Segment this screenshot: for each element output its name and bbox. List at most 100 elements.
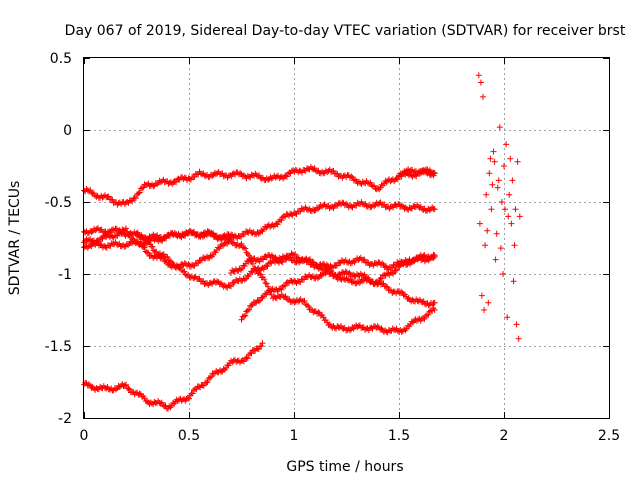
data-point	[378, 275, 385, 282]
data-point	[199, 171, 205, 178]
data-point	[135, 190, 142, 197]
data-point	[125, 242, 132, 249]
data-point	[426, 207, 433, 214]
data-point	[431, 299, 438, 306]
data-point	[431, 170, 438, 177]
x-tick-label: 1	[290, 428, 299, 444]
data-point	[260, 256, 267, 263]
x-tick-label: 2	[500, 428, 509, 444]
data-point	[114, 232, 121, 239]
data-point	[136, 390, 143, 397]
data-point	[386, 286, 393, 293]
data-point	[200, 382, 207, 389]
data-point	[356, 280, 363, 286]
data-point	[425, 257, 432, 264]
data-point	[230, 239, 237, 246]
data-point	[158, 399, 165, 406]
data-point	[283, 173, 290, 180]
data-point	[255, 230, 262, 237]
data-point	[486, 170, 493, 177]
data-point	[494, 184, 501, 191]
y-tick-label: -1	[58, 267, 72, 283]
data-points	[81, 72, 523, 412]
data-point	[516, 213, 523, 220]
data-point	[431, 253, 438, 260]
data-point	[368, 182, 375, 189]
data-point	[485, 299, 492, 306]
data-point	[132, 195, 139, 201]
data-point	[384, 284, 391, 290]
data-point	[304, 302, 310, 309]
data-point	[238, 316, 245, 323]
data-point	[511, 242, 518, 249]
data-point	[508, 220, 515, 227]
data-point	[255, 346, 262, 353]
data-point	[181, 268, 188, 275]
data-point	[265, 283, 271, 290]
data-point	[481, 307, 488, 313]
data-point	[500, 271, 506, 277]
data-point	[421, 315, 428, 322]
data-point	[207, 374, 213, 381]
grid-lines	[84, 58, 609, 418]
data-point	[305, 303, 312, 310]
x-axis-label: GPS time / hours	[286, 459, 403, 475]
data-point	[335, 200, 342, 207]
data-point	[311, 207, 318, 214]
x-tick-label: 1.5	[388, 428, 410, 444]
data-point	[483, 191, 490, 198]
data-point	[268, 175, 275, 182]
data-point	[507, 155, 514, 162]
data-point	[327, 204, 334, 211]
data-point	[298, 205, 305, 212]
data-point	[497, 245, 504, 252]
data-point	[278, 217, 285, 224]
data-point	[292, 251, 299, 258]
data-point	[487, 155, 494, 162]
data-point	[505, 213, 512, 220]
data-point	[296, 259, 302, 266]
data-point	[240, 358, 247, 365]
data-point	[258, 343, 265, 349]
y-tick-label: 0.5	[50, 51, 72, 67]
data-point	[166, 257, 173, 264]
data-point	[149, 243, 156, 250]
data-point	[363, 203, 370, 210]
data-point	[242, 245, 249, 252]
data-point	[189, 390, 196, 397]
data-point	[259, 340, 266, 347]
data-point	[350, 177, 357, 184]
data-point	[278, 286, 285, 293]
data-point	[203, 379, 210, 386]
data-point	[129, 198, 136, 205]
data-point	[218, 241, 225, 248]
data-point	[287, 254, 294, 261]
data-point	[243, 249, 250, 256]
data-point	[477, 79, 484, 86]
data-point	[164, 254, 171, 260]
data-point	[263, 280, 270, 287]
data-point	[410, 169, 417, 176]
data-point	[478, 292, 485, 299]
data-point	[136, 189, 143, 196]
data-point	[201, 281, 208, 288]
data-point	[484, 227, 491, 234]
data-point	[512, 206, 519, 213]
data-point	[154, 181, 161, 188]
data-point	[242, 355, 249, 362]
data-point	[496, 124, 503, 131]
data-point	[176, 264, 183, 271]
data-point	[361, 271, 368, 278]
y-tick-label: -2	[58, 411, 72, 427]
data-point	[233, 276, 239, 283]
data-point	[261, 276, 268, 283]
data-point	[207, 279, 214, 286]
data-point	[476, 220, 483, 227]
data-point	[371, 182, 378, 189]
data-point	[130, 238, 137, 245]
data-point	[429, 308, 436, 314]
data-point	[228, 235, 234, 241]
data-point	[242, 312, 249, 319]
data-point	[495, 177, 502, 184]
data-point	[502, 206, 508, 213]
